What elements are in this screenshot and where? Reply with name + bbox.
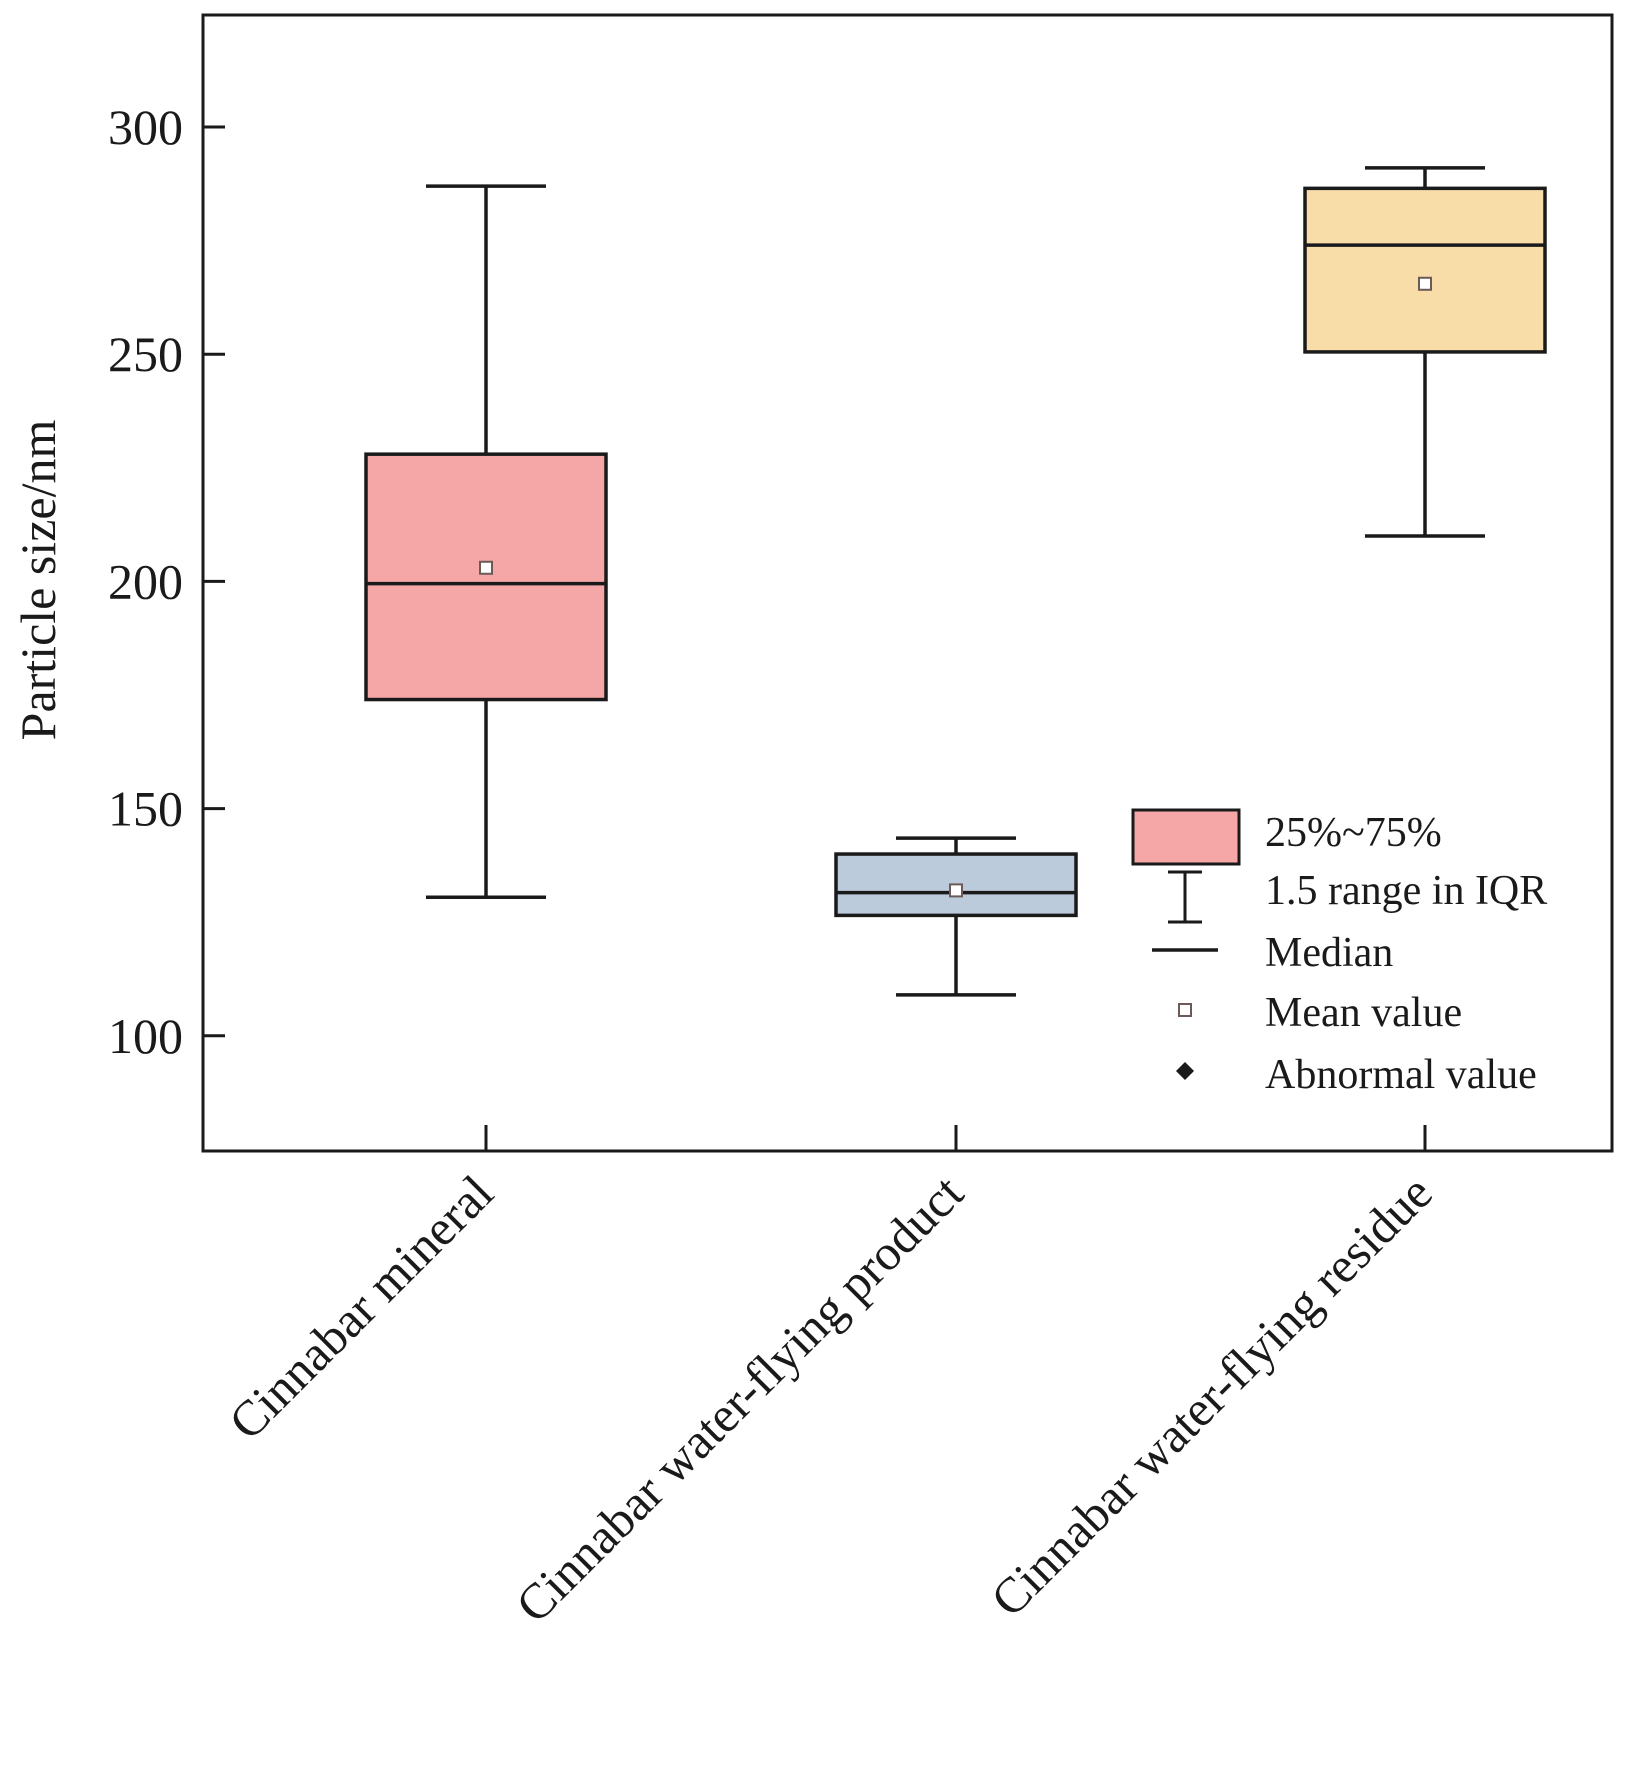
- legend-label-whisker: 1.5 range in IQR: [1265, 868, 1547, 914]
- legend-label-outlier: Abnormal value: [1265, 1052, 1537, 1098]
- box-3-mean-marker: [1418, 276, 1432, 291]
- y-tick-label-150: 150: [108, 781, 183, 837]
- plot-frame: [201, 13, 1614, 1153]
- box-1-iqr-box: [364, 452, 608, 702]
- box-1-mean-marker: [479, 560, 493, 575]
- legend-label-median: Median: [1265, 930, 1393, 976]
- x-axis-categories: Cinnabar mineral Cinnabar water-flying pr…: [218, 1125, 1443, 1633]
- box-3-iqr-box: [1303, 186, 1547, 354]
- y-axis-title: Particle size/nm: [10, 420, 66, 741]
- y-tick-label-300: 300: [108, 99, 183, 155]
- y-tick-label-100: 100: [108, 1008, 183, 1064]
- y-axis-ticks: 100 150 200 250 300: [108, 99, 225, 1064]
- legend-box-swatch: [1131, 808, 1241, 866]
- legend-label-box: 25%~75%: [1265, 810, 1442, 856]
- boxes-group: [364, 166, 1547, 997]
- legend-mean-swatch: [1178, 1003, 1192, 1017]
- legend: 25%~75% 1.5 range in IQR Median Mean value A…: [1131, 808, 1547, 1098]
- legend-label-mean: Mean value: [1265, 990, 1462, 1036]
- x-category-label-3: Cinnabar water-flying residue: [980, 1164, 1443, 1627]
- legend-outlier-swatch: [1176, 1062, 1194, 1080]
- box-2-mean-marker: [949, 883, 963, 898]
- y-tick-label-250: 250: [108, 326, 183, 382]
- x-category-label-2: Cinnabar water-flying product: [505, 1164, 974, 1633]
- x-category-label-1: Cinnabar mineral: [218, 1164, 504, 1450]
- y-tick-label-200: 200: [108, 553, 183, 609]
